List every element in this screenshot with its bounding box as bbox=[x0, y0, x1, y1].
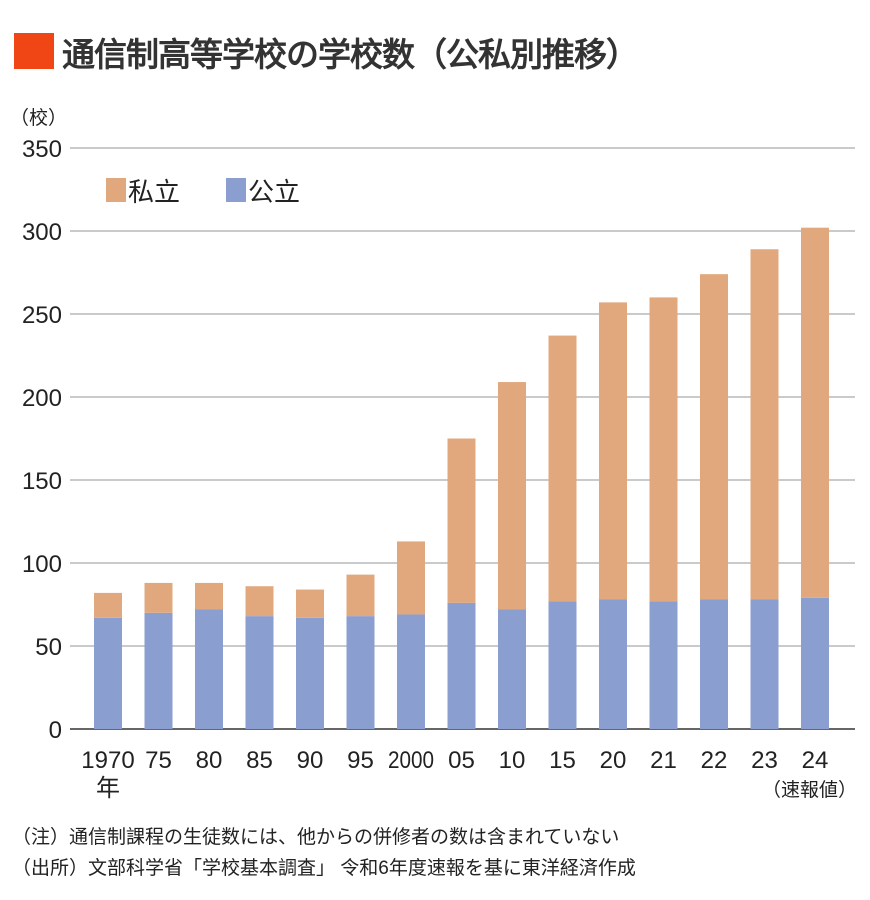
x-tick-label: 23 bbox=[751, 747, 778, 774]
bar-私立 bbox=[195, 582, 223, 610]
bar-私立 bbox=[447, 438, 476, 603]
bar-私立 bbox=[346, 574, 375, 617]
x-tick-label: 75 bbox=[145, 747, 172, 774]
x-tick-label: 80 bbox=[196, 747, 223, 774]
bar-公立 bbox=[144, 612, 173, 729]
bar-私立 bbox=[599, 302, 627, 600]
bar-私立 bbox=[397, 541, 425, 615]
bar-私立 bbox=[700, 274, 728, 600]
x-tick-label: 24 bbox=[802, 747, 829, 774]
legend-label: 私立 bbox=[128, 177, 180, 207]
x-tick-label: 20 bbox=[600, 747, 627, 774]
bar-公立 bbox=[649, 601, 678, 729]
bar-私立 bbox=[144, 582, 173, 613]
x-tick-label: 21 bbox=[650, 747, 677, 774]
bar-公立 bbox=[599, 599, 627, 729]
bar-私立 bbox=[498, 382, 526, 610]
y-tick-label: 350 bbox=[22, 136, 62, 163]
bar-公立 bbox=[94, 617, 122, 729]
bar-公立 bbox=[245, 616, 274, 729]
bar-公立 bbox=[447, 602, 476, 729]
bar-私立 bbox=[750, 249, 779, 600]
x-tick-label: 90 bbox=[297, 747, 324, 774]
x-first-suffix: 年 bbox=[96, 775, 120, 802]
bar-公立 bbox=[548, 601, 577, 729]
y-tick-label: 200 bbox=[22, 385, 62, 412]
bar-公立 bbox=[195, 609, 223, 729]
x-last-suffix: （速報値） bbox=[762, 779, 857, 801]
bar-私立 bbox=[94, 592, 122, 618]
bar-公立 bbox=[397, 614, 425, 729]
bar-公立 bbox=[801, 597, 829, 729]
title-marker bbox=[14, 33, 54, 69]
bar-私立 bbox=[801, 227, 829, 598]
legend-label: 公立 bbox=[248, 177, 300, 207]
x-tick-label: 05 bbox=[448, 747, 475, 774]
bar-公立 bbox=[346, 616, 375, 729]
chart-note: （注）通信制課程の生徒数には、他からの併修者の数は含まれていない bbox=[12, 827, 620, 848]
x-tick-label: 85 bbox=[246, 747, 273, 774]
legend-swatch bbox=[226, 178, 246, 202]
y-tick-label: 100 bbox=[22, 551, 62, 578]
bar-公立 bbox=[498, 609, 526, 729]
bar-私立 bbox=[245, 586, 274, 617]
y-tick-label: 300 bbox=[22, 219, 62, 246]
x-tick-label: 95 bbox=[347, 747, 374, 774]
y-tick-label: 0 bbox=[49, 717, 62, 744]
y-tick-label: 250 bbox=[22, 302, 62, 329]
chart-source: （出所）文部科学省「学校基本調査」 令和6年度速報を基に東洋経済作成 bbox=[12, 858, 636, 879]
legend-swatch bbox=[106, 178, 126, 202]
x-tick-label: 15 bbox=[549, 747, 576, 774]
y-tick-label: 150 bbox=[22, 468, 62, 495]
bar-私立 bbox=[649, 297, 678, 602]
x-tick-label: 10 bbox=[499, 747, 526, 774]
bar-公立 bbox=[296, 617, 324, 729]
y-axis-unit: （校） bbox=[10, 108, 68, 129]
bar-私立 bbox=[548, 335, 577, 602]
x-tick-label: 22 bbox=[701, 747, 728, 774]
chart-title: 通信制高等学校の学校数（公私別推移） bbox=[62, 36, 639, 73]
bar-私立 bbox=[296, 589, 324, 618]
bar-公立 bbox=[700, 599, 728, 729]
bar-公立 bbox=[750, 599, 779, 729]
x-tick-label: 2000 bbox=[388, 747, 434, 774]
x-tick-label: 1970 bbox=[81, 747, 134, 774]
y-tick-label: 50 bbox=[35, 634, 62, 661]
